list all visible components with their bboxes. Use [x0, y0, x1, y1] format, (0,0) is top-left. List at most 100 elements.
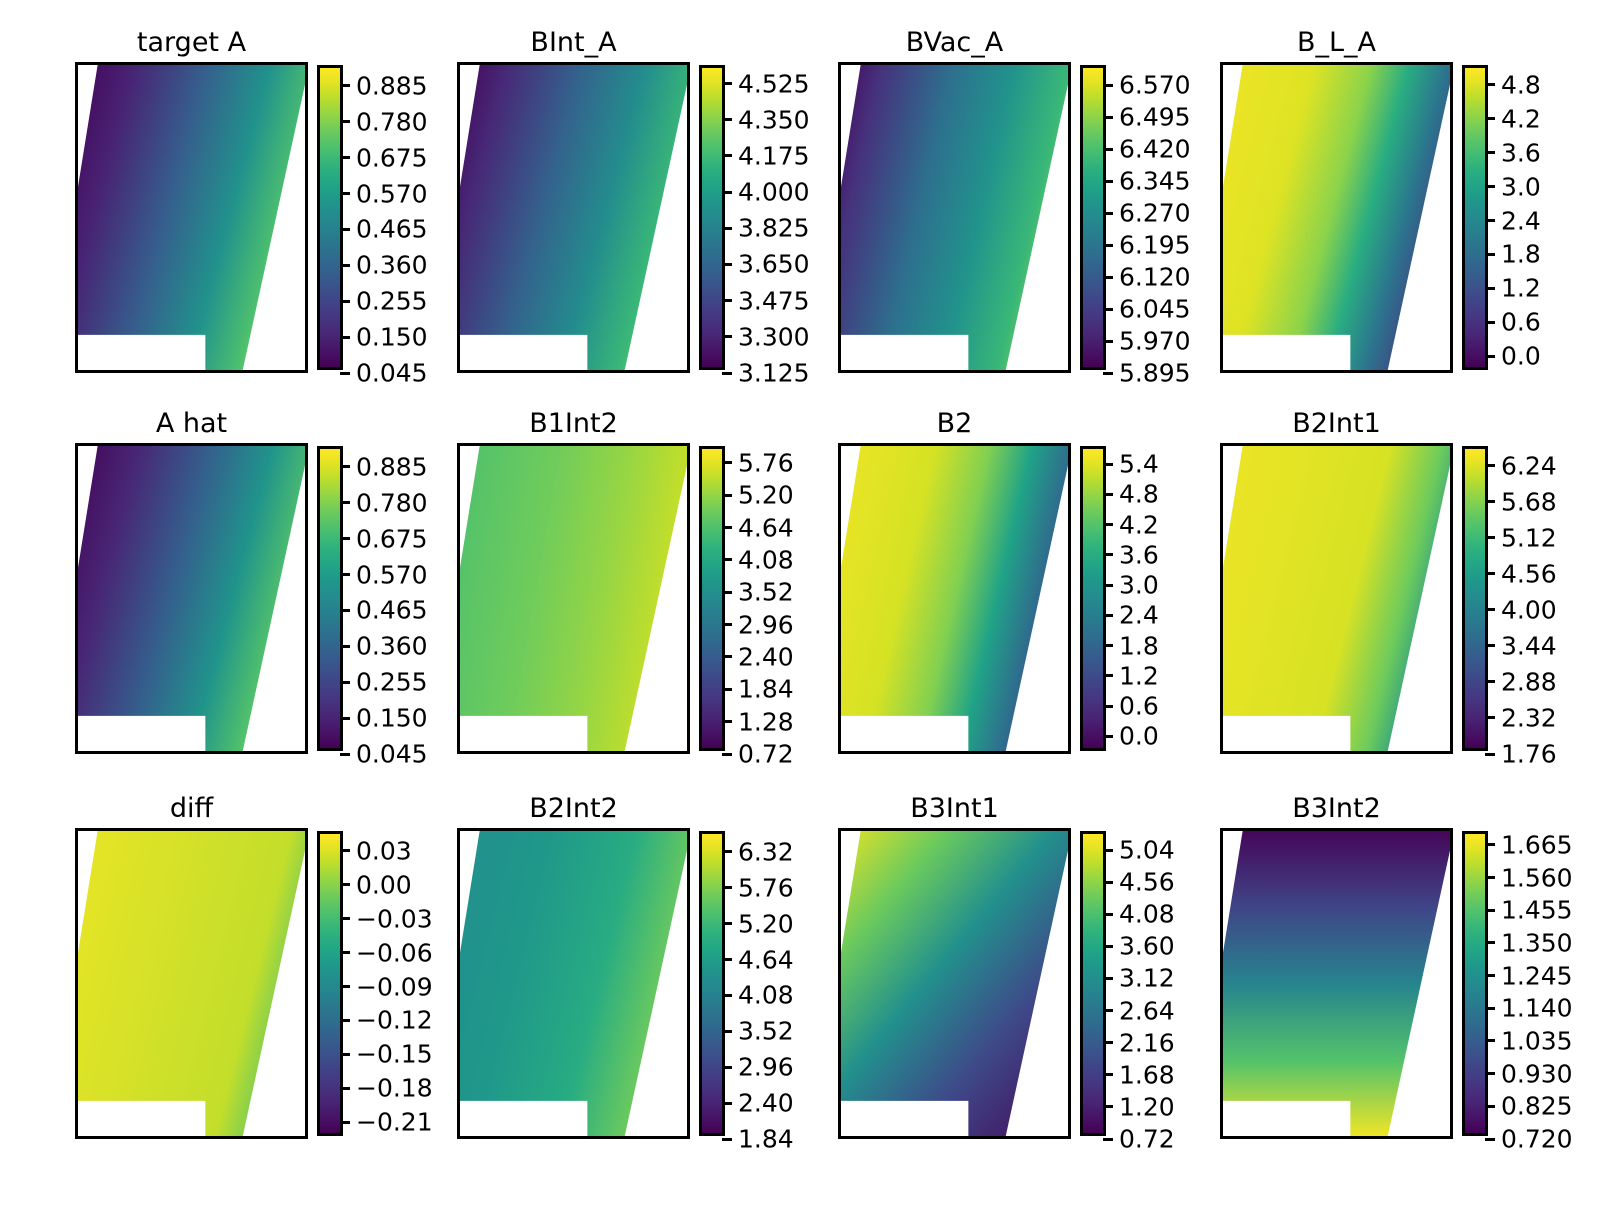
colorbar-tick-label: 1.665 — [1501, 830, 1573, 860]
colorbar-tick — [1485, 117, 1495, 121]
y-tick — [457, 1095, 460, 1098]
colorbar-tick — [722, 886, 732, 890]
x-tick — [616, 1136, 619, 1139]
colorbar-tick — [340, 917, 350, 921]
colorbar-tick-label: 3.650 — [738, 249, 810, 279]
y-tick — [75, 329, 78, 332]
panel-target-a: target A 7.06.86.66.46.214001600 0.885 0.78… — [5, 26, 457, 417]
colorbar-tick — [722, 558, 732, 562]
data-region — [841, 831, 1068, 1136]
panel-b2int2: B2Int2 14001600 6.32 5.76 5.20 4.64 4.08 3.52 2.… — [387, 792, 839, 1183]
heatmap-field — [841, 446, 1068, 751]
plot-area: 14001600 — [457, 62, 690, 373]
colorbar-tick — [1103, 912, 1113, 916]
colorbar-tick-label: 4.2 — [1119, 510, 1159, 540]
colorbar-tick-label: 0.720 — [1501, 1124, 1573, 1154]
colorbar-tick-label: 5.20 — [738, 480, 794, 510]
colorbar-tick — [340, 537, 350, 541]
colorbar-tick-label: 3.52 — [738, 577, 794, 607]
colorbar-tick-label: 0.465 — [356, 595, 428, 625]
colorbar-tick-label: 2.64 — [1119, 996, 1175, 1026]
colorbar-tick — [722, 493, 732, 497]
colorbar-tick-label: 0.360 — [356, 631, 428, 661]
colorbar-tick-label: 5.68 — [1501, 487, 1557, 517]
y-tick — [457, 513, 460, 516]
data-region — [1223, 65, 1450, 370]
colorbar-tick — [1485, 320, 1495, 324]
y-tick — [1220, 445, 1223, 448]
colorbar-tick-label: 5.04 — [1119, 835, 1175, 865]
colorbar-tick-label: 1.2 — [1501, 273, 1541, 303]
y-tick — [1220, 1095, 1223, 1098]
y-tick — [457, 578, 460, 581]
colorbar-gradient — [702, 68, 722, 367]
y-tick — [838, 513, 841, 516]
colorbar-tick — [722, 118, 732, 122]
colorbar-tick — [340, 192, 350, 196]
colorbar-tick-label: 0.00 — [356, 870, 412, 900]
colorbar-tick-label: 4.56 — [1119, 867, 1175, 897]
colorbar-tick-label: 3.0 — [1501, 172, 1541, 202]
x-tick — [1379, 751, 1382, 754]
y-tick — [1220, 963, 1223, 966]
colorbar-tick-label: 1.8 — [1501, 239, 1541, 269]
colorbar-tick — [1485, 974, 1495, 978]
data-region — [460, 446, 687, 751]
colorbar-tick — [1485, 1039, 1495, 1043]
colorbar-tick — [1103, 371, 1113, 375]
data-region — [460, 831, 687, 1136]
colorbar-tick-label: 3.125 — [738, 358, 810, 388]
colorbar-gradient — [1465, 449, 1485, 748]
colorbar-gradient — [320, 834, 340, 1133]
colorbar-tick-label: −0.12 — [356, 1005, 433, 1035]
colorbar-tick-label: 1.350 — [1501, 928, 1573, 958]
colorbar-tick — [1103, 1009, 1113, 1013]
x-tick — [518, 751, 521, 754]
colorbar-tick-label: 6.270 — [1119, 198, 1191, 228]
colorbar-tick — [1485, 1104, 1495, 1108]
colorbar-tick-label: 2.96 — [738, 610, 794, 640]
y-tick — [75, 644, 78, 647]
colorbar-tick-label: 3.825 — [738, 213, 810, 243]
colorbar-tick — [340, 1018, 350, 1022]
plot-area: 14001600 — [838, 443, 1071, 754]
plot-area: 7.06.86.66.46.214001600 — [75, 62, 308, 373]
colorbar-tick — [1485, 536, 1495, 540]
y-tick — [838, 329, 841, 332]
colorbar-tick-label: 6.570 — [1119, 70, 1191, 100]
colorbar-tick-label: 1.8 — [1119, 631, 1159, 661]
colorbar-tick-label: 4.000 — [738, 177, 810, 207]
data-region — [841, 65, 1068, 370]
plot-area: 14001600 — [838, 62, 1071, 373]
y-tick — [838, 1095, 841, 1098]
colorbar-tick-label: 0.255 — [356, 286, 428, 316]
colorbar-tick-label: 0.570 — [356, 179, 428, 209]
y-tick — [838, 197, 841, 200]
colorbar-tick — [1103, 613, 1113, 617]
colorbar-tick — [1485, 1006, 1495, 1010]
colorbar-tick — [722, 687, 732, 691]
colorbar-tick-label: 2.40 — [738, 1088, 794, 1118]
x-tick — [518, 1136, 521, 1139]
colorbar-tick-label: 0.255 — [356, 667, 428, 697]
colorbar-tick-label: 4.08 — [1119, 899, 1175, 929]
colorbar-tick — [340, 1052, 350, 1056]
colorbar-tick-label: −0.18 — [356, 1073, 433, 1103]
y-tick — [1220, 513, 1223, 516]
colorbar-tick-label: 6.120 — [1119, 262, 1191, 292]
colorbar-tick — [340, 263, 350, 267]
colorbar-tick-label: 3.475 — [738, 286, 810, 316]
colorbar-tick — [722, 1101, 732, 1105]
colorbar-tick — [1103, 704, 1113, 708]
x-tick — [899, 1136, 902, 1139]
colorbar-tick-label: −0.03 — [356, 904, 433, 934]
colorbar-tick-label: 1.68 — [1119, 1060, 1175, 1090]
panel-a-hat: A hat7.06.86.66.46.2140016000.8850.7800.… — [5, 407, 457, 798]
heatmap-field — [841, 831, 1068, 1136]
panel-title: B1Int2 — [529, 408, 618, 439]
colorbar-tick-label: 0.150 — [356, 322, 428, 352]
y-tick — [457, 963, 460, 966]
colorbar: 6.24 5.68 5.12 4.56 4.00 3.44 2.88 2.32 1.76 — [1462, 446, 1557, 769]
y-tick — [838, 132, 841, 135]
